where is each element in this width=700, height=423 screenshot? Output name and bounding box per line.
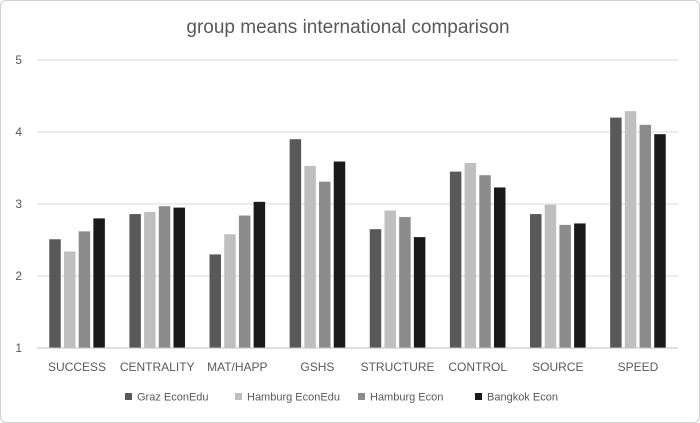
bar	[158, 206, 171, 348]
legend-swatch	[358, 393, 365, 400]
legend-swatch	[475, 393, 482, 400]
bar	[129, 214, 141, 348]
legend-swatch	[235, 393, 242, 400]
bar	[399, 216, 411, 348]
bar	[624, 111, 637, 349]
legend-label: Bangkok Econ	[487, 392, 558, 404]
bar	[369, 229, 382, 348]
legend-label: Graz EconEdu	[137, 392, 209, 404]
bar	[413, 237, 426, 348]
y-tick-label: 5	[15, 53, 22, 67]
bar	[78, 231, 91, 348]
y-axis-ticks: 1 2 3 4 5	[15, 53, 22, 355]
bar	[93, 218, 105, 348]
y-tick-label: 1	[15, 341, 22, 355]
x-tick-label: MAT/HAPP	[207, 360, 267, 374]
bar	[639, 124, 652, 348]
bar	[384, 210, 396, 348]
x-tick-label: SPEED	[618, 360, 659, 374]
legend-label: Hamburg EconEdu	[247, 392, 340, 404]
x-tick-label: GSHS	[300, 360, 334, 374]
y-tick-label: 2	[15, 269, 22, 283]
bar	[224, 234, 236, 348]
bar	[238, 215, 251, 348]
x-tick-label: SOURCE	[532, 360, 583, 374]
bar	[319, 181, 331, 348]
bar	[253, 201, 266, 348]
bar	[493, 187, 506, 348]
x-tick-label: CENTRALITY	[120, 360, 195, 374]
bar	[173, 207, 185, 348]
bar	[49, 239, 61, 348]
bar	[574, 223, 586, 348]
legend: Graz EconEdu Hamburg EconEdu Hamburg Econ B…	[125, 392, 558, 404]
bar	[144, 211, 156, 348]
bar	[304, 165, 316, 348]
bar	[559, 224, 571, 348]
x-tick-label: CONTROL	[448, 360, 507, 374]
bar	[479, 175, 491, 348]
gridlines	[37, 59, 678, 277]
x-axis-ticks: SUCCESS CENTRALITY MAT/HAPP GSHS STRUCTURE CO…	[48, 360, 659, 374]
bar	[209, 254, 222, 348]
bars	[49, 111, 666, 349]
bar	[530, 214, 542, 348]
bar	[449, 171, 462, 348]
x-tick-label: STRUCTURE	[361, 360, 435, 374]
bar	[610, 117, 622, 348]
bar	[654, 134, 666, 348]
bar	[289, 139, 302, 348]
y-tick-label: 4	[15, 125, 22, 139]
legend-swatch	[125, 393, 132, 400]
x-tick-label: SUCCESS	[48, 360, 106, 374]
bar	[63, 251, 76, 348]
y-tick-label: 3	[15, 197, 22, 211]
bar	[464, 162, 477, 348]
legend-label: Hamburg Econ	[370, 392, 443, 404]
bar	[333, 161, 346, 348]
chart-title: group means international comparison	[186, 17, 509, 38]
bar	[544, 204, 557, 348]
